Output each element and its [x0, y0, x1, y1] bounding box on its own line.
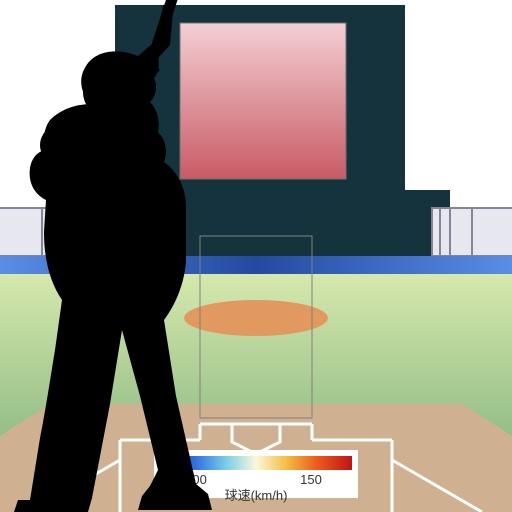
scoreboard-panel	[180, 23, 346, 179]
stand-panel	[0, 208, 42, 256]
stand-panel	[440, 208, 450, 256]
pitchers-mound	[184, 300, 328, 336]
legend-title: 球速(km/h)	[225, 488, 288, 503]
chart-svg: 100150球速(km/h)	[0, 0, 512, 512]
legend-tick-label: 150	[300, 472, 322, 487]
pitch-chart: 100150球速(km/h)	[0, 0, 512, 512]
batter-hands	[34, 157, 74, 193]
stand-panel	[432, 208, 472, 256]
stand-panel	[472, 208, 512, 256]
